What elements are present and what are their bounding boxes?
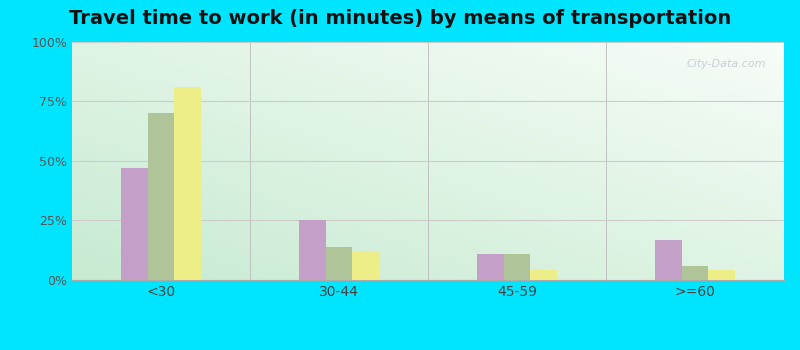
Bar xyxy=(352,251,379,280)
Bar xyxy=(477,254,504,280)
Bar xyxy=(682,266,708,280)
Bar xyxy=(148,113,174,280)
Text: Travel time to work (in minutes) by means of transportation: Travel time to work (in minutes) by mean… xyxy=(69,9,731,28)
Bar xyxy=(530,271,557,280)
Text: City-Data.com: City-Data.com xyxy=(686,59,766,69)
Bar xyxy=(174,87,201,280)
Bar xyxy=(504,254,530,280)
Bar xyxy=(121,168,148,280)
Bar xyxy=(655,239,682,280)
Bar xyxy=(299,220,326,280)
Bar xyxy=(708,271,735,280)
Bar xyxy=(326,247,352,280)
